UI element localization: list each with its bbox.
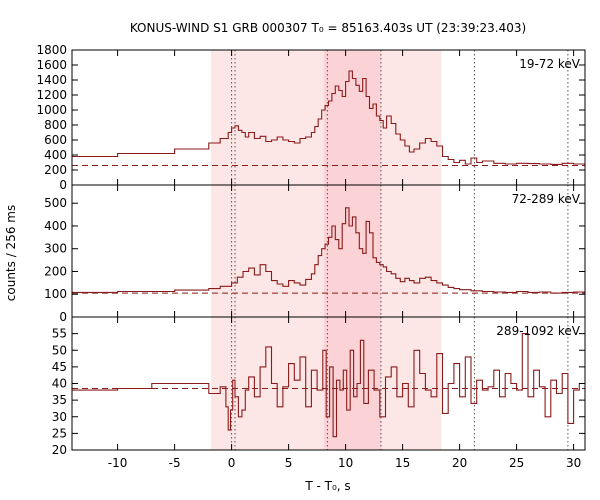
shaded-interval-2 <box>323 185 381 317</box>
shaded-interval-2 <box>323 317 381 450</box>
y-tick-label: 55 <box>52 327 67 341</box>
y-tick-label: 50 <box>52 343 67 357</box>
light-curve-series <box>72 333 585 438</box>
y-tick-label: 0 <box>59 310 67 324</box>
x-tick-label: 30 <box>566 456 581 470</box>
y-tick-label: 45 <box>52 360 67 374</box>
energy-band-label: 289-1092 keV <box>496 324 580 338</box>
y-tick-label: 25 <box>52 426 67 440</box>
panel-3: 20 25 30 35 40 45 50 55 -10 -5 0 5 10 15 20 25 30 289-109… <box>52 316 586 470</box>
y-tick-label: 400 <box>44 219 67 233</box>
y-tick-label: 100 <box>44 287 67 301</box>
chart-title: KONUS-WIND S1 GRB 000307 T₀ = 85163.403s… <box>130 21 526 35</box>
panel-2: 0 100 200 300 400 500 72-289 keV <box>44 184 586 324</box>
y-tick-label: 1000 <box>36 103 67 117</box>
x-tick-label: 25 <box>509 456 524 470</box>
light-curve-series <box>72 207 586 294</box>
x-tick-label: -5 <box>169 456 181 470</box>
x-tick-label: 10 <box>338 456 353 470</box>
y-tick-label: 30 <box>52 410 67 424</box>
y-tick-label: 400 <box>44 148 67 162</box>
y-axis-label: counts / 256 ms <box>4 205 18 301</box>
y-tick-label: 0 <box>59 178 67 192</box>
x-tick-label: -10 <box>108 456 128 470</box>
y-tick-label: 35 <box>52 393 67 407</box>
y-tick-label: 300 <box>44 242 67 256</box>
y-tick-label: 200 <box>44 264 67 278</box>
y-tick-label: 800 <box>44 118 67 132</box>
x-tick-label: 20 <box>452 456 467 470</box>
y-tick-label: 200 <box>44 163 67 177</box>
y-tick-label: 1800 <box>36 43 67 57</box>
x-tick-label: 15 <box>395 456 410 470</box>
y-tick-label: 1600 <box>36 58 67 72</box>
energy-band-label: 19-72 keV <box>519 57 581 71</box>
y-tick-label: 1200 <box>36 88 67 102</box>
y-tick-label: 20 <box>52 443 67 457</box>
light-curve-series <box>72 70 586 165</box>
y-tick-label: 40 <box>52 377 67 391</box>
y-tick-label: 1400 <box>36 73 67 87</box>
y-tick-label: 500 <box>44 196 67 210</box>
energy-band-label: 72-289 keV <box>512 192 581 206</box>
x-tick-label: 0 <box>228 456 236 470</box>
y-tick-label: 600 <box>44 133 67 147</box>
shaded-interval-2 <box>323 50 381 185</box>
x-tick-label: 5 <box>285 456 293 470</box>
x-axis-label: T - T₀, s <box>304 479 350 493</box>
